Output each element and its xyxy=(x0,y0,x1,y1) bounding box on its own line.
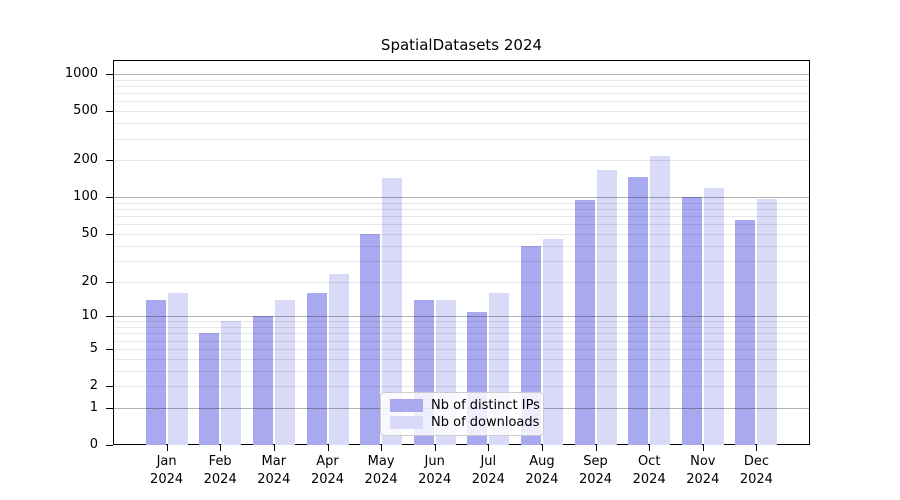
x-tick-jul xyxy=(488,445,490,451)
bar-distinct-ips-apr xyxy=(306,292,327,445)
x-tick-label-nov: Nov 2024 xyxy=(686,454,720,487)
x-tick-jan xyxy=(166,445,168,451)
legend-label-distinct-ips: Nb of distinct IPs xyxy=(431,398,540,413)
y-tick-label-2: 2 xyxy=(89,378,98,393)
bar-distinct-ips-feb xyxy=(199,333,220,445)
legend-swatch-distinct-ips xyxy=(390,399,423,412)
y-tick-label-200: 200 xyxy=(73,152,98,168)
chart-title: SpatialDatasets 2024 xyxy=(380,36,543,54)
x-tick-jun xyxy=(434,445,436,451)
legend-item-downloads: Nb of downloads xyxy=(390,415,539,430)
bar-distinct-ips-oct xyxy=(628,177,649,445)
x-tick-label-apr: Apr 2024 xyxy=(310,454,345,487)
y-tick-10 xyxy=(106,316,113,318)
y-tick-5 xyxy=(106,348,113,350)
bar-distinct-ips-sep xyxy=(574,199,595,445)
x-tick-label-dec: Dec 2024 xyxy=(739,454,773,487)
y-tick-label-20: 20 xyxy=(81,273,98,289)
y-tick-label-10: 10 xyxy=(81,308,98,324)
bar-downloads-feb xyxy=(221,321,242,445)
bar-distinct-ips-may xyxy=(360,233,381,445)
y-tick-50 xyxy=(106,233,113,235)
x-tick-sep xyxy=(595,445,597,451)
bar-downloads-oct xyxy=(650,155,671,445)
x-tick-label-feb: Feb 2024 xyxy=(203,454,237,487)
bar-distinct-ips-jan xyxy=(145,299,166,445)
bar-distinct-ips-mar xyxy=(252,316,273,445)
bar-downloads-aug xyxy=(542,239,563,445)
x-tick-label-jul: Jul 2024 xyxy=(471,454,505,487)
y-tick-20 xyxy=(106,281,113,283)
x-tick-apr xyxy=(327,445,329,451)
y-tick-label-500: 500 xyxy=(73,103,98,119)
y-tick-2 xyxy=(106,386,113,387)
x-tick-dec xyxy=(756,445,758,451)
x-tick-label-mar: Mar 2024 xyxy=(257,454,291,487)
x-tick-nov xyxy=(702,445,704,451)
x-tick-may xyxy=(381,445,383,451)
bar-downloads-nov xyxy=(703,187,724,445)
y-tick-1000 xyxy=(106,74,113,75)
bar-downloads-jan xyxy=(167,292,188,445)
y-tick-label-1: 1 xyxy=(89,399,98,415)
y-tick-500 xyxy=(106,111,113,113)
y-tick-100 xyxy=(106,197,113,199)
y-tick-label-50: 50 xyxy=(81,225,98,241)
legend-swatch-downloads xyxy=(390,416,423,429)
bar-downloads-may xyxy=(382,177,403,445)
y-tick-label-100: 100 xyxy=(73,189,98,205)
bar-downloads-apr xyxy=(328,274,349,445)
y-tick-label-0: 0 xyxy=(89,437,98,452)
bar-distinct-ips-nov xyxy=(681,197,702,445)
y-tick-label-1000: 1000 xyxy=(64,66,98,81)
x-tick-label-jun: Jun 2024 xyxy=(418,454,452,487)
x-tick-label-aug: Aug 2024 xyxy=(525,454,559,487)
bar-distinct-ips-dec xyxy=(735,220,756,445)
y-tick-1 xyxy=(106,407,113,409)
legend: Nb of distinct IPs Nb of downloads xyxy=(380,392,544,436)
x-tick-oct xyxy=(649,445,651,451)
x-tick-label-may: May 2024 xyxy=(364,454,398,487)
bar-downloads-dec xyxy=(757,199,778,445)
x-tick-label-sep: Sep 2024 xyxy=(578,454,613,487)
bar-downloads-mar xyxy=(274,299,295,445)
y-tick-label-5: 5 xyxy=(89,340,98,356)
x-tick-feb xyxy=(220,445,222,451)
legend-item-distinct-ips: Nb of distinct IPs xyxy=(390,398,540,413)
x-tick-mar xyxy=(273,445,275,451)
y-tick-0 xyxy=(106,445,113,446)
bar-downloads-sep xyxy=(596,169,617,445)
x-tick-aug xyxy=(541,445,543,451)
legend-label-downloads: Nb of downloads xyxy=(431,415,540,430)
x-tick-label-oct: Oct 2024 xyxy=(632,454,666,487)
x-tick-label-jan: Jan 2024 xyxy=(150,454,184,487)
y-tick-200 xyxy=(106,160,113,162)
